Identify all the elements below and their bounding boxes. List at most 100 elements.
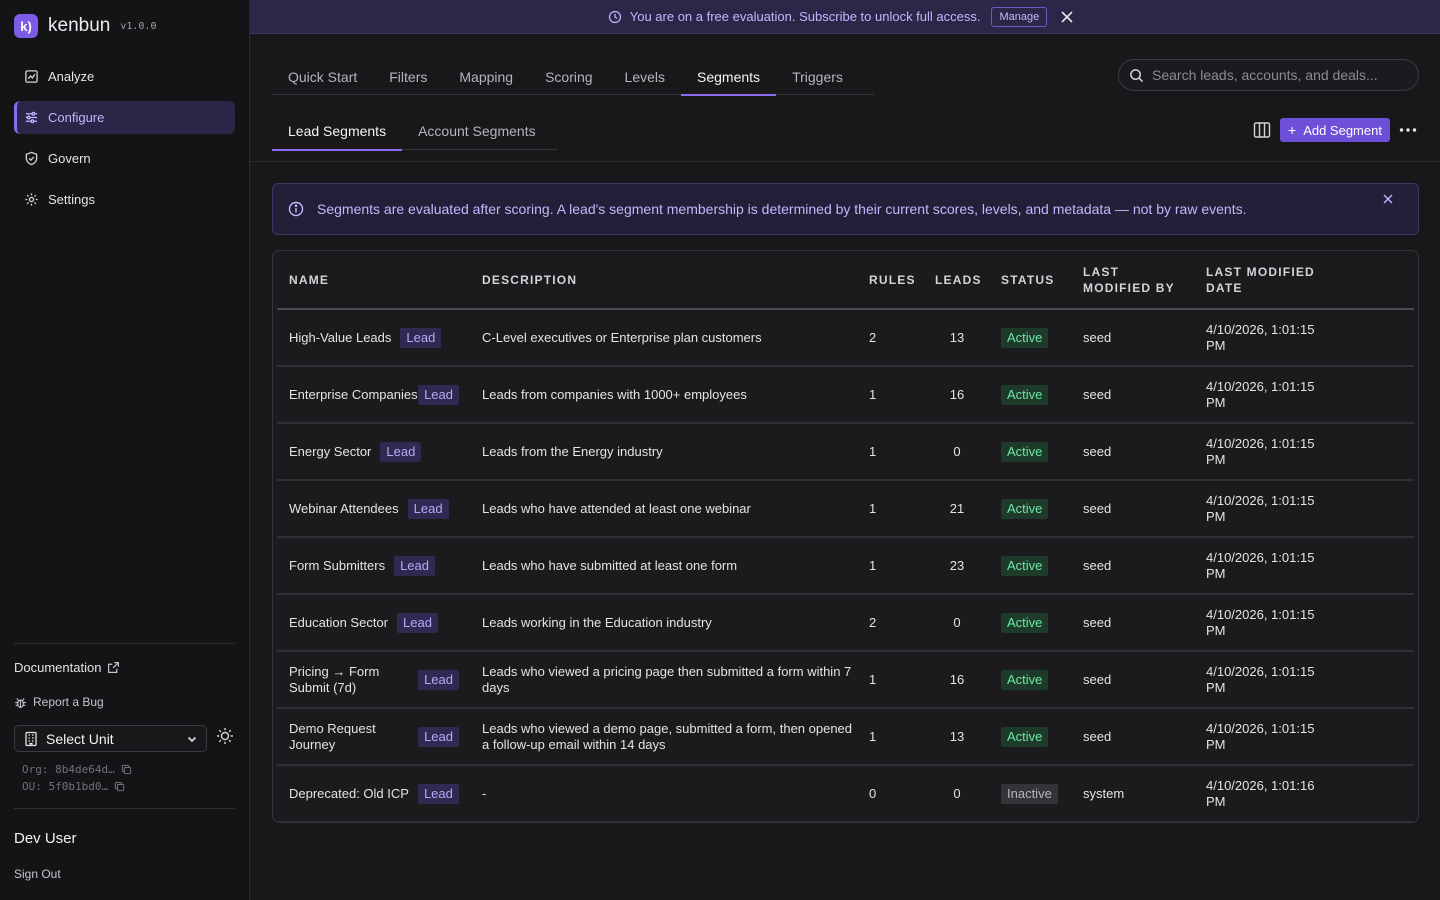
column-header-name[interactable]: NAME	[289, 273, 330, 287]
column-header-leads[interactable]: LEADS	[935, 273, 982, 287]
sun-icon	[217, 728, 233, 744]
tab-lead-segments[interactable]: Lead Segments	[272, 112, 403, 151]
tab-levels[interactable]: Levels	[624, 68, 666, 85]
chevron-down-icon	[187, 736, 197, 742]
segment-name[interactable]: Enterprise Companies	[289, 386, 418, 402]
status-badge: Active	[1001, 555, 1049, 576]
clock-icon	[608, 10, 621, 23]
column-header-modified-by[interactable]: LAST MODIFIED BY	[1083, 251, 1175, 309]
segment-type-badge: Lead	[418, 726, 459, 747]
segment-type-badge: Lead	[380, 441, 422, 462]
tab-scoring[interactable]: Scoring	[545, 68, 593, 85]
table-row[interactable]: Demo Request Journey Lead Leads who viewed…	[277, 709, 1414, 766]
segment-description: Leads from the Energy industry	[482, 443, 663, 459]
segment-status-cell: Active	[1001, 709, 1071, 764]
theme-toggle[interactable]	[215, 726, 235, 746]
table-row[interactable]: Webinar Attendees Lead Leads who have atte…	[277, 481, 1414, 538]
brand[interactable]: k) kenbun v1.0.0	[14, 14, 156, 38]
date-line: 4/10/2026, 1:01:15	[1206, 378, 1315, 394]
more-options-button[interactable]	[1399, 127, 1419, 133]
segment-status-cell: Active	[1001, 310, 1071, 365]
documentation-link[interactable]: Documentation	[14, 660, 120, 675]
tab-filters[interactable]: Filters	[389, 68, 428, 85]
segment-type-badge: Lead	[418, 669, 459, 690]
nav-item-configure[interactable]: Configure	[14, 101, 235, 134]
table-row[interactable]: Energy Sector Lead Leads from the Energy i…	[277, 424, 1414, 481]
table-row[interactable]: Education Sector Lead Leads working in the…	[277, 595, 1414, 652]
segment-modified-by: system	[1083, 785, 1125, 801]
column-header-description[interactable]: DESCRIPTION	[482, 273, 578, 287]
header-line: LAST MODIFIED	[1206, 265, 1315, 279]
sidebar: k) kenbun v1.0.0 Analyze Configure Gover…	[0, 0, 250, 900]
segment-name[interactable]: Deprecated: Old ICP	[289, 785, 409, 801]
report-bug-link[interactable]: Report a Bug	[14, 695, 104, 709]
header-line: LAST	[1083, 265, 1120, 279]
segment-name[interactable]: Demo Request Journey	[289, 720, 376, 752]
nav-item-settings[interactable]: Settings	[14, 183, 235, 216]
segment-modified-by: seed	[1083, 557, 1112, 573]
tab-triggers[interactable]: Triggers	[792, 68, 843, 85]
segment-name-cell: Energy Sector Lead	[289, 424, 459, 479]
evaluation-banner: You are on a free evaluation. Subscribe …	[250, 0, 1440, 34]
banner-message: You are on a free evaluation. Subscribe …	[629, 9, 981, 24]
manage-button[interactable]: Manage	[991, 6, 1048, 27]
tab-mapping[interactable]: Mapping	[459, 68, 514, 85]
table-row[interactable]: Pricing → Form Submit (7d) Lead Leads who …	[277, 652, 1414, 709]
copy-icon[interactable]	[121, 764, 132, 775]
banner-close-button[interactable]	[1060, 10, 1082, 24]
segment-leads-count: 0	[953, 614, 961, 630]
tab-quick-start[interactable]: Quick Start	[288, 68, 358, 85]
column-header-status[interactable]: STATUS	[1001, 273, 1055, 287]
nav-item-analyze[interactable]: Analyze	[14, 60, 235, 93]
segment-name-cell: Deprecated: Old ICP Lead	[289, 766, 459, 821]
column-header-modified-date[interactable]: LAST MODIFIED DATE	[1206, 251, 1315, 309]
segment-name[interactable]: Form Submitters	[289, 557, 386, 573]
segment-type-badge: Lead	[394, 555, 435, 576]
columns-icon	[1253, 122, 1271, 138]
segment-description: Leads who have submitted at least one fo…	[482, 557, 738, 573]
tab-segments[interactable]: Segments	[681, 58, 777, 96]
segment-rules-count: 1	[869, 557, 877, 573]
status-badge: Active	[1001, 669, 1049, 690]
segment-modified-date: 4/10/2026, 1:01:15 PM	[1206, 538, 1321, 593]
table-row[interactable]: Form Submitters Lead Leads who have submit…	[277, 538, 1414, 595]
copy-icon[interactable]	[114, 781, 125, 792]
segment-name-cell: Enterprise Companies Lead	[289, 367, 459, 422]
segment-leads-count: 0	[953, 443, 961, 459]
segment-name[interactable]: High-Value Leads	[289, 329, 392, 345]
segment-modified-date: 4/10/2026, 1:01:15 PM	[1206, 481, 1321, 536]
segment-name[interactable]: Webinar Attendees	[289, 500, 399, 516]
report-bug-label: Report a Bug	[33, 695, 104, 709]
table-row[interactable]: Deprecated: Old ICP Lead - 0 0 Inactive system…	[277, 766, 1414, 822]
segment-name[interactable]: Energy Sector	[289, 443, 372, 459]
segment-rules-count: 1	[869, 386, 877, 402]
add-segment-button[interactable]: + Add Segment	[1280, 118, 1390, 142]
date-line: PM	[1206, 793, 1226, 809]
tab-account-segments[interactable]: Account Segments	[418, 123, 536, 139]
status-badge: Active	[1001, 498, 1049, 519]
segment-name[interactable]: Education Sector	[289, 614, 389, 630]
header-divider	[250, 161, 1440, 162]
column-header-rules[interactable]: RULES	[869, 273, 916, 287]
table-row[interactable]: High-Value Leads Lead C-Level executives o…	[277, 310, 1414, 367]
segment-leads-count: 16	[949, 671, 965, 687]
date-line: 4/10/2026, 1:01:15	[1206, 720, 1315, 736]
info-close-button[interactable]	[1383, 191, 1406, 207]
sign-out-link[interactable]: Sign Out	[14, 867, 61, 881]
segment-rules-count: 2	[869, 614, 877, 630]
main-tabs: Quick Start Filters Mapping Scoring Leve…	[272, 58, 874, 96]
segment-description: Leads who viewed a pricing page then sub…	[482, 663, 852, 695]
table-row[interactable]: Enterprise Companies Lead Leads from compa…	[277, 367, 1414, 424]
search-box	[1118, 59, 1419, 91]
unit-select[interactable]: Select Unit	[14, 725, 207, 752]
nav-item-govern[interactable]: Govern	[14, 142, 235, 175]
plus-icon: +	[1288, 122, 1297, 138]
segment-name[interactable]: Pricing → Form Submit (7d)	[289, 663, 380, 695]
header-line: MODIFIED BY	[1083, 281, 1175, 295]
search-input[interactable]	[1152, 67, 1402, 83]
segment-leads-count: 21	[949, 500, 965, 516]
segment-type-tabs: Lead Segments Account Segments	[272, 112, 558, 151]
segment-rules-count: 1	[869, 671, 877, 687]
segment-description: Leads working in the Education industry	[482, 614, 712, 630]
columns-button[interactable]	[1252, 120, 1272, 140]
